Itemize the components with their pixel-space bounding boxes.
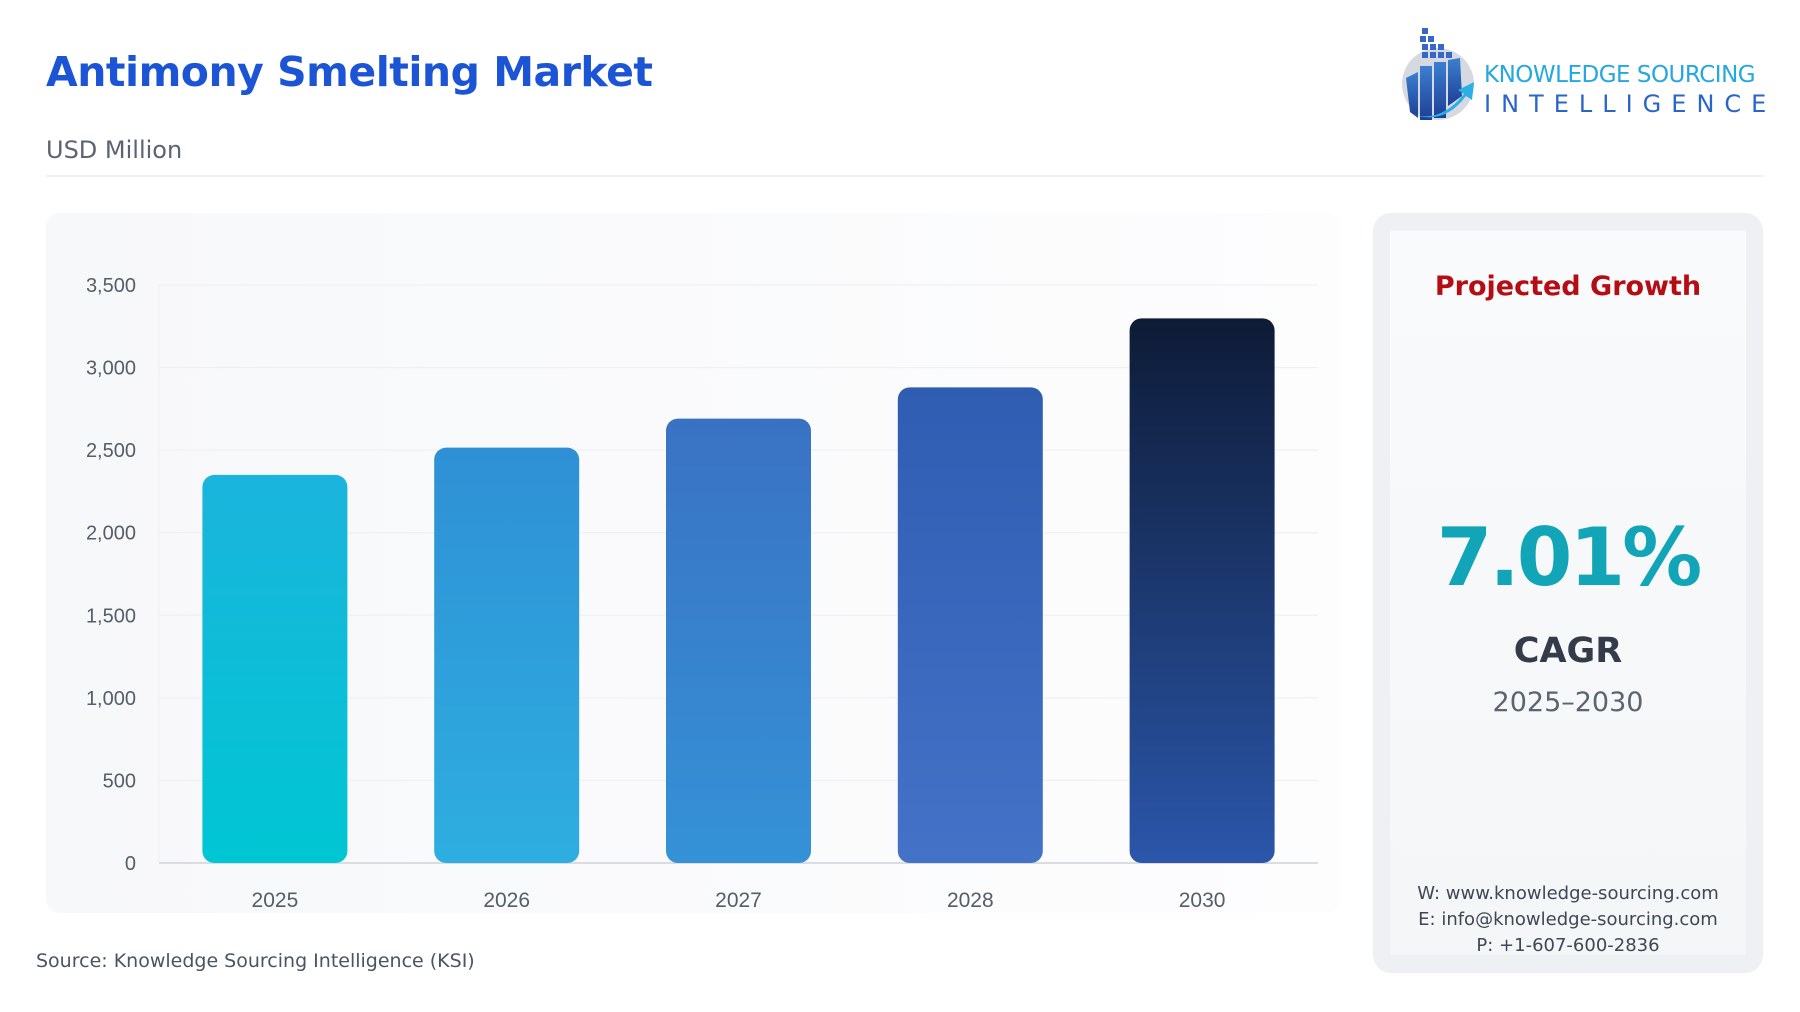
y-tick-label: 2,000 (86, 523, 136, 545)
growth-panel: Projected Growth 7.01% CAGR 2025–2030 W:… (1373, 213, 1763, 973)
logo-text-line1: KNOWLEDGE SOURCING (1484, 62, 1756, 88)
source-note: Source: Knowledge Sourcing Intelligence … (36, 950, 475, 972)
x-tick-label: 2028 (947, 889, 994, 912)
company-logo: KNOWLEDGE SOURCING INTELLIGENCE (1398, 26, 1768, 120)
chart-panel: 0 500 1,000 1,500 2,000 2,500 3,000 3,500 2025 20… (46, 213, 1341, 913)
phone-number: P: +1-607-600-2836 (1476, 935, 1660, 956)
cagr-value: 7.01% (1436, 511, 1703, 604)
x-tick-label: 2026 (483, 889, 530, 912)
y-tick-label: 1,000 (86, 688, 136, 710)
x-tick-label: 2030 (1179, 889, 1226, 912)
bar-2026 (434, 447, 580, 863)
bar-2027 (666, 418, 811, 863)
projected-growth-heading: Projected Growth (1434, 271, 1702, 302)
y-tick-label: 2,500 (86, 440, 136, 462)
x-tick-label: 2027 (715, 889, 762, 912)
logo-icon (1402, 28, 1474, 120)
bar-2028 (897, 387, 1043, 863)
cagr-range: 2025–2030 (1492, 687, 1644, 718)
y-tick-label: 3,000 (86, 358, 136, 380)
page-title: Antimony Smelting Market (46, 48, 653, 96)
y-tick-label: 0 (125, 853, 136, 875)
bar-chart: 0 500 1,000 1,500 2,000 2,500 3,000 3,500 2025 20… (86, 275, 1318, 912)
bar-2030 (1129, 318, 1275, 863)
y-tick-label: 1,500 (86, 605, 136, 627)
website-link[interactable]: W: www.knowledge-sourcing.com (1417, 883, 1719, 904)
cagr-label: CAGR (1513, 631, 1623, 671)
bar-2025 (202, 474, 348, 863)
unit-label: USD Million (46, 136, 183, 164)
x-tick-label: 2025 (252, 889, 299, 912)
logo-text-line2: INTELLIGENCE (1484, 90, 1777, 118)
y-tick-label: 3,500 (86, 275, 136, 297)
email-link[interactable]: E: info@knowledge-sourcing.com (1418, 909, 1718, 930)
growth-card: Projected Growth 7.01% CAGR 2025–2030 W:… (1390, 231, 1746, 956)
divider (46, 175, 1764, 177)
y-tick-label: 500 (103, 770, 136, 792)
